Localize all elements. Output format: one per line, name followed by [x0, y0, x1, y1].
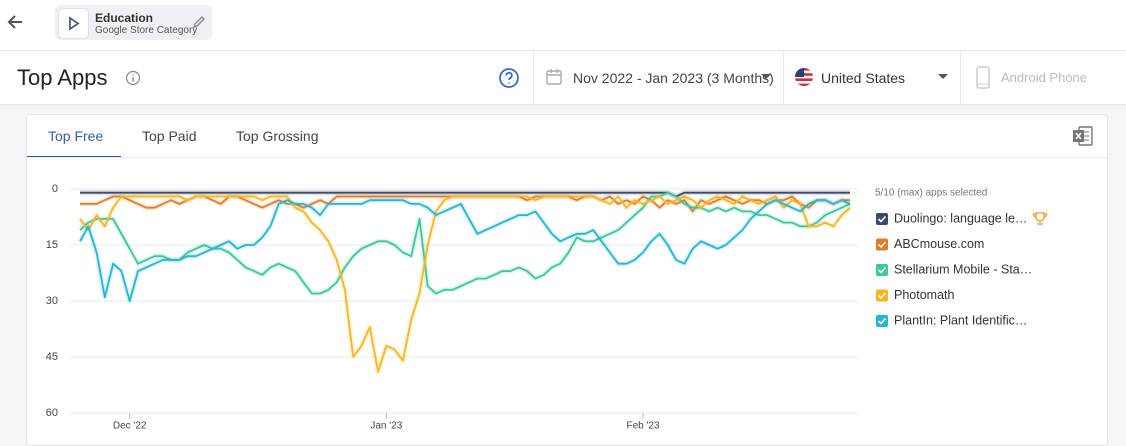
y-tick-label: 45	[46, 351, 58, 363]
legend-checkbox[interactable]	[876, 238, 888, 251]
legend-label: Photomath	[894, 288, 955, 302]
series-line	[79, 199, 851, 302]
excel-export[interactable]	[1072, 125, 1094, 147]
legend-check	[877, 292, 887, 300]
tab[interactable]: Top Paid	[142, 128, 197, 144]
legend-checkbox[interactable]	[876, 213, 888, 225]
divider	[533, 51, 534, 104]
caret	[761, 74, 771, 79]
caret	[938, 74, 948, 79]
back-arrow[interactable]	[6, 13, 24, 31]
tab[interactable]: Top Grossing	[236, 128, 319, 144]
category-name: Education	[95, 11, 154, 25]
trophy-cup	[1032, 212, 1048, 225]
divider	[960, 51, 961, 104]
y-tick-label: 15	[46, 239, 58, 251]
legend-checkbox[interactable]	[876, 264, 888, 276]
x-tick-label: Dec '22	[113, 421, 147, 432]
device: Android Phone	[1001, 70, 1088, 85]
top-bar: Education Google Store Category	[0, 0, 1126, 51]
legend-label: Stellarium Mobile - Sta…	[894, 262, 1032, 276]
app-icon	[58, 8, 89, 39]
chart: 5/10 (max) apps selected 0 15 30 45 60 Dec '2…	[46, 183, 1048, 432]
legend-check	[877, 317, 887, 325]
info-icon[interactable]	[125, 70, 141, 86]
series-line	[80, 191, 850, 198]
legend-title: 5/10 (max) apps selected	[875, 188, 987, 199]
y-tick-label: 60	[46, 407, 58, 419]
series-line	[79, 195, 851, 373]
toolbar: Top Apps Nov 2022 - Jan 2023 (3 Months) …	[0, 51, 1126, 105]
play-icon	[69, 16, 80, 31]
category-subtitle: Google Store Category	[95, 25, 198, 36]
phone-icon	[976, 66, 990, 89]
legend-label: Duolingo: language le…	[894, 211, 1027, 225]
country: United States	[821, 70, 906, 86]
tab-divider	[27, 157, 1107, 158]
legend-check	[877, 241, 887, 249]
date-range: Nov 2022 - Jan 2023 (3 Months)	[573, 70, 774, 86]
edit-icon[interactable]	[192, 15, 206, 29]
category-card[interactable]: Education Google Store Category	[55, 5, 212, 40]
page-title: Top Apps	[17, 65, 108, 90]
help-icon[interactable]	[498, 67, 520, 89]
x-tick-label: Jan '23	[370, 421, 402, 432]
legend-checkbox[interactable]	[876, 315, 888, 327]
legend-check	[877, 266, 887, 274]
series-line	[79, 191, 851, 295]
x-tick-label: Feb '23	[626, 421, 659, 432]
us-flag	[795, 68, 813, 86]
y-tick-label: 0	[52, 183, 58, 195]
chart-card: Top Free Top Paid Top Grossing	[26, 114, 1108, 446]
country-dropdown[interactable]: United States	[790, 51, 955, 104]
legend-checkbox[interactable]	[876, 289, 888, 302]
tab[interactable]: Top Free	[48, 128, 104, 144]
trophy-icon	[1032, 212, 1048, 225]
legend-label: PlantIn: Plant Identific…	[894, 313, 1027, 327]
date-dropdown[interactable]: Nov 2022 - Jan 2023 (3 Months)	[543, 51, 779, 104]
calendar-icon	[546, 69, 562, 85]
legend-check	[877, 215, 887, 223]
legend-label: ABCmouse.com	[894, 237, 984, 251]
y-tick-label: 30	[46, 295, 58, 307]
divider	[783, 51, 784, 104]
